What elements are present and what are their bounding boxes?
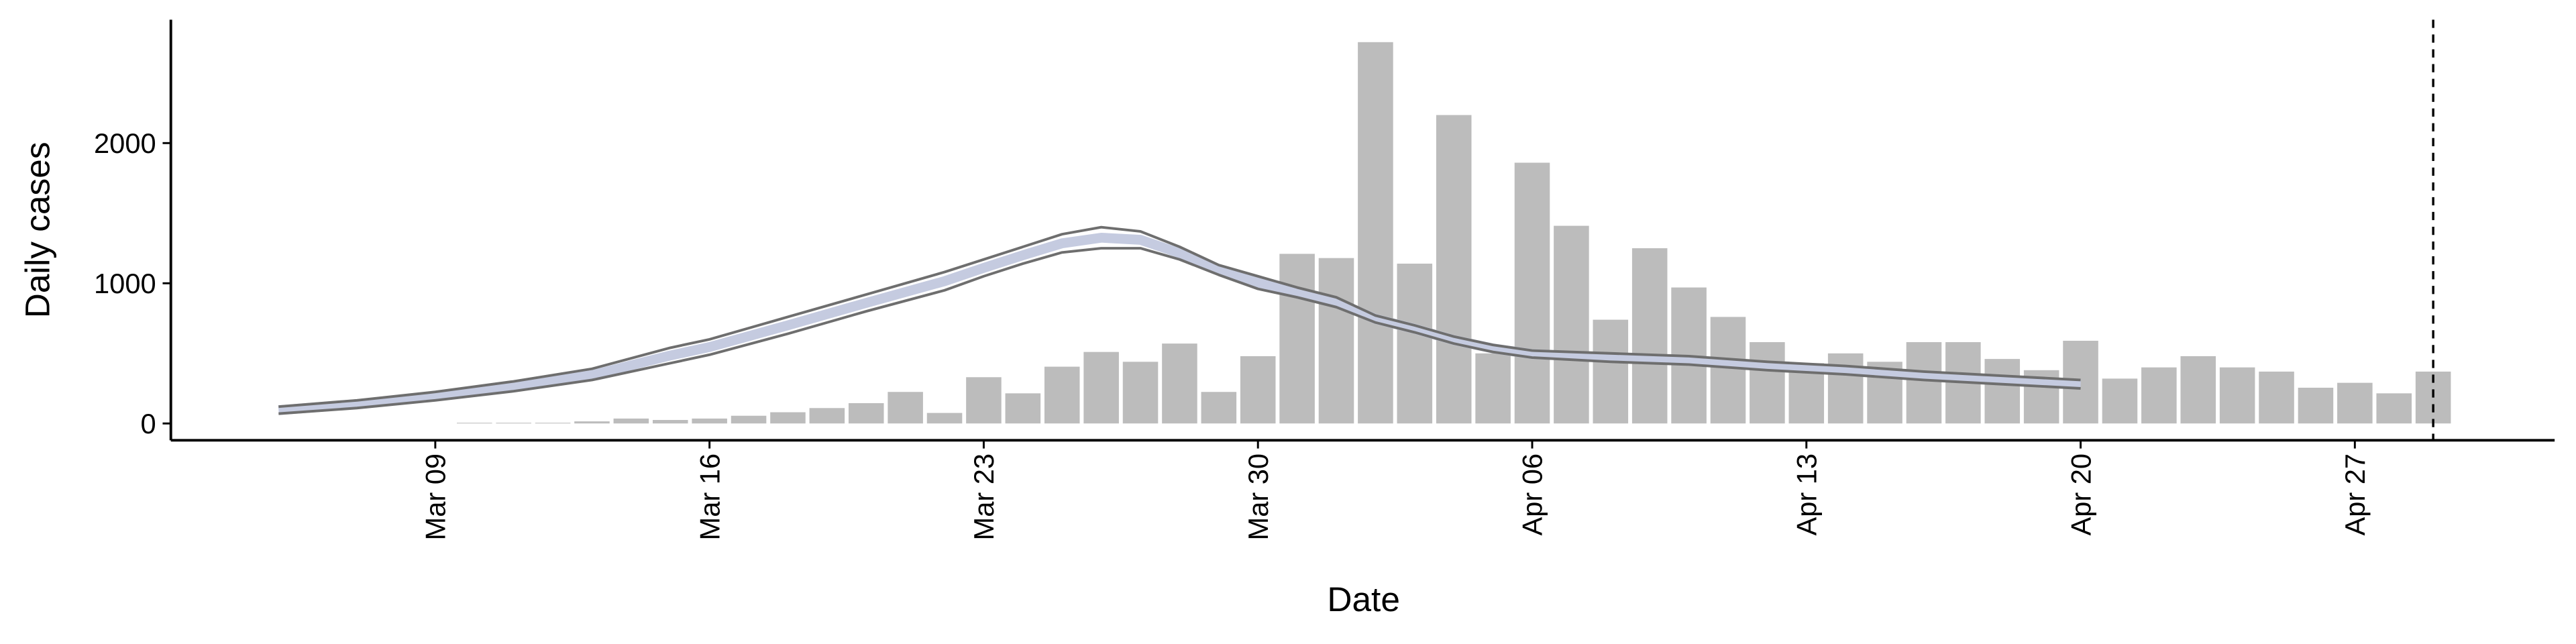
bar: [1201, 392, 1237, 424]
x-tick-label: Mar 09: [420, 453, 451, 541]
bar: [2141, 367, 2177, 424]
bar: [1906, 342, 1942, 424]
bar: [770, 412, 806, 424]
bar: [1318, 258, 1354, 424]
bar: [1397, 264, 1433, 424]
bar: [1279, 254, 1315, 424]
bar: [966, 377, 1002, 424]
bar: [926, 413, 963, 424]
bar: [652, 420, 688, 424]
x-tick-label: Apr 27: [2339, 453, 2371, 536]
x-tick-label: Mar 16: [694, 453, 725, 541]
bar: [1593, 319, 1629, 424]
bar: [1750, 342, 1785, 424]
bar: [2376, 393, 2412, 424]
bar: [1005, 393, 1041, 424]
bar: [1162, 343, 1197, 424]
x-tick-label: Mar 30: [1242, 453, 1274, 541]
bar: [848, 402, 884, 424]
bar: [1984, 359, 2021, 424]
bar: [1436, 115, 1472, 424]
bar: [731, 415, 767, 424]
bar: [2259, 371, 2294, 424]
bar: [1475, 353, 1511, 424]
bar: [692, 418, 727, 424]
y-tick-label: 0: [140, 408, 156, 439]
bar: [2298, 387, 2334, 424]
bar: [613, 418, 649, 424]
bar: [1827, 353, 1864, 424]
bar: [574, 421, 610, 424]
x-tick-label: Mar 23: [968, 453, 1000, 541]
bar: [1514, 162, 1550, 424]
x-axis-title: Date: [1327, 580, 1400, 619]
bar: [2102, 378, 2138, 424]
bar: [809, 408, 845, 424]
y-tick-label: 2000: [94, 127, 156, 159]
y-axis-title: Daily cases: [17, 142, 56, 318]
x-tick-label: Apr 13: [1790, 453, 1822, 536]
bar: [1083, 352, 1119, 424]
y-tick-label: 1000: [94, 268, 156, 299]
bar: [1554, 225, 1589, 424]
bar: [1044, 366, 1080, 424]
x-tick-label: Apr 06: [1517, 453, 1548, 536]
bar: [1122, 362, 1159, 424]
bar: [1631, 248, 1668, 424]
bar: [2180, 356, 2216, 424]
line: [278, 225, 2081, 409]
bar: [2337, 382, 2373, 424]
bar: [888, 392, 923, 424]
line: [278, 247, 2081, 415]
bar: [2219, 367, 2255, 424]
x-tick-label: Apr 20: [2065, 453, 2096, 536]
bar: [1240, 356, 1276, 424]
bar: [1710, 317, 1746, 424]
line: [278, 233, 2081, 415]
bar: [1358, 42, 1393, 424]
